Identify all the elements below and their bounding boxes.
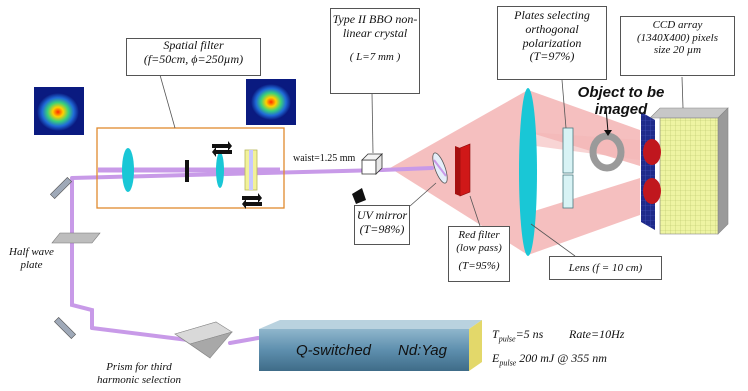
pulse-energy: Epulse 200 mJ @ 355 nm bbox=[492, 351, 607, 368]
uv-mirror bbox=[432, 152, 448, 184]
mirror-1 bbox=[49, 176, 73, 200]
bbo-title-2: linear crystal bbox=[342, 25, 408, 40]
t-pulse-subscript: pulse bbox=[498, 334, 516, 344]
red-filter-line-1: Red filter bbox=[458, 229, 500, 241]
ccd-label: CCD array (1340X400) pixels size 20 µm bbox=[620, 16, 735, 76]
red-filter-label: Red filter (low pass) (T=95%) bbox=[448, 226, 510, 282]
lens-label: Lens (f = 10 cm) bbox=[549, 256, 662, 280]
half-wave-label: Half wave plate bbox=[4, 246, 59, 271]
beam-profile-input bbox=[34, 87, 84, 135]
plates-line-4: (T=97%) bbox=[529, 49, 575, 64]
rep-rate: Rate=10Hz bbox=[569, 327, 625, 341]
object-line-2: imaged bbox=[594, 101, 648, 119]
t-pulse-value: =5 ns bbox=[515, 327, 544, 341]
polarization-plates bbox=[562, 127, 574, 209]
laser-name: Q-switched bbox=[296, 342, 372, 359]
spatial-filter-box bbox=[96, 127, 285, 209]
beam-dump bbox=[352, 188, 366, 204]
red-filter-line-2: (low pass) bbox=[456, 241, 502, 254]
laser-type: Nd:Yag bbox=[398, 342, 447, 359]
plates-line-1: Plates selecting bbox=[514, 8, 590, 22]
ccd-line-1: CCD array bbox=[652, 19, 703, 31]
bbo-label: Type II BBO non- linear crystal ( L=7 mm… bbox=[330, 8, 420, 94]
spatial-filter-label: Spatial filter (f=50cm, ϕ=250µm) bbox=[126, 38, 261, 76]
uv-mirror-label: UV mirror (T=98%) bbox=[354, 205, 410, 245]
ccd-line-3: size 20 µm bbox=[653, 44, 702, 57]
plates-label: Plates selecting orthogonal polarization… bbox=[497, 6, 607, 80]
pinhole bbox=[185, 160, 189, 182]
bbo-title-1: Type II BBO non- bbox=[332, 12, 418, 26]
spatial-filter-title: Spatial filter bbox=[163, 38, 224, 52]
lens-text: Lens (f = 10 cm) bbox=[568, 262, 643, 274]
red-filter bbox=[459, 143, 471, 197]
spatial-filter-params: (f=50cm, ϕ=250µm) bbox=[143, 51, 244, 66]
e-pulse-symbol: E bbox=[492, 351, 500, 365]
beam-profile-filtered bbox=[246, 79, 296, 125]
half-wave-plate bbox=[51, 232, 101, 244]
ccd-array bbox=[641, 107, 729, 235]
pulse-duration: Tpulse=5 ns bbox=[492, 327, 544, 344]
spatial-filter-lens-2 bbox=[216, 152, 224, 188]
uv-mirror-line-1: UV mirror bbox=[356, 208, 408, 222]
uv-mirror-line-2: (T=98%) bbox=[359, 221, 405, 236]
waist-label: waist=1.25 mm bbox=[293, 153, 356, 164]
prism-label: Prism for third harmonic selection bbox=[84, 361, 194, 386]
red-filter-line-3: (T=95%) bbox=[458, 260, 500, 273]
prism-line-2: harmonic selection bbox=[96, 373, 181, 386]
t-pulse-symbol: T bbox=[492, 327, 499, 341]
half-wave-line-1: Half wave bbox=[9, 246, 54, 258]
e-pulse-subscript: pulse bbox=[499, 358, 517, 368]
half-wave-line-2: plate bbox=[20, 258, 43, 271]
object-line-1: Object to be bbox=[577, 84, 665, 101]
laser-body bbox=[259, 320, 482, 371]
bbo-length: ( L=7 mm ) bbox=[349, 50, 401, 63]
plates-line-2: orthogonal bbox=[525, 21, 579, 36]
object-o bbox=[589, 132, 625, 172]
mirror-2 bbox=[53, 316, 77, 340]
e-pulse-value: 200 mJ @ 355 nm bbox=[519, 351, 607, 365]
prism-line-1: Prism for third bbox=[106, 361, 172, 373]
plates-line-3: polarization bbox=[522, 35, 582, 50]
object-label: Object to be imaged bbox=[566, 84, 676, 119]
uv-beam-path bbox=[70, 166, 434, 345]
ccd-line-2: (1340X400) pixels bbox=[637, 31, 718, 44]
bbo-crystal bbox=[361, 153, 383, 175]
imaging-lens bbox=[519, 88, 537, 256]
adjust-arrows-icon bbox=[212, 141, 262, 209]
spatial-filter-lens-1 bbox=[122, 148, 134, 192]
